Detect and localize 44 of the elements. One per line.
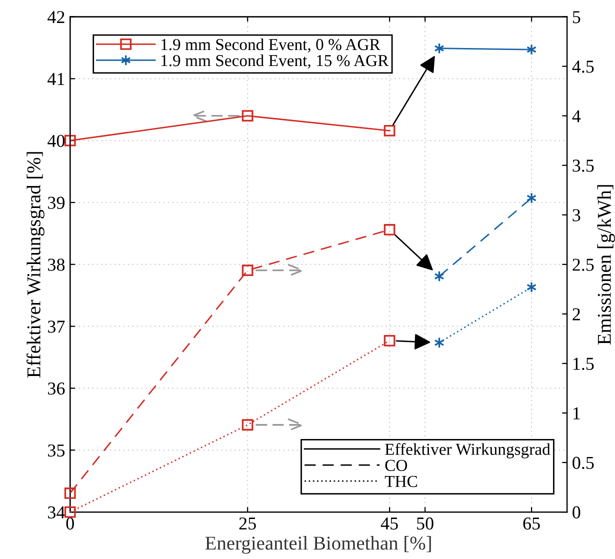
x-tick-label: 45 — [380, 518, 398, 530]
point — [242, 110, 254, 122]
point — [242, 419, 254, 431]
x-tick-label: 25 — [239, 517, 256, 530]
legend-label: Effektiver Wirkungsgrad — [385, 443, 550, 458]
x-tick-label: 65 — [523, 517, 540, 530]
y-tick-label: 34 — [48, 506, 65, 518]
y2-tick-label: 1.5 — [573, 358, 594, 370]
legend-label: 1.9 mm Second Event, 15 % AGR — [161, 54, 389, 69]
legend-label: THC — [384, 476, 417, 488]
x-tick-label: 50 — [417, 517, 434, 530]
y2-tick-label: 5 — [572, 11, 580, 24]
y2-tick-label: 4 — [572, 110, 581, 122]
y2-tick-label: 2 — [572, 308, 580, 320]
y-tick-label: 35 — [48, 444, 65, 457]
y-tick-label: 39 — [48, 196, 65, 209]
y-axis-title: Effektiver Wirkungsgrad [%] — [26, 152, 44, 378]
y-tick-label: 40 — [48, 134, 65, 148]
x-tick-label: 0 — [66, 517, 74, 530]
point — [384, 334, 396, 346]
y-tick-label: 37 — [48, 320, 65, 333]
legend-label: CO — [385, 460, 408, 472]
y2-tick-label: 4.5 — [572, 60, 594, 73]
y2-tick-label: 0 — [572, 506, 580, 518]
y-tick-label: 36 — [48, 382, 65, 395]
point — [64, 488, 76, 499]
point — [64, 134, 76, 146]
point — [526, 192, 537, 204]
point — [384, 124, 396, 136]
y-tick-label: 42 — [48, 11, 64, 24]
point — [526, 44, 537, 56]
y2-tick-label: 1 — [573, 407, 580, 420]
x-axis-title: Energieanteil Biomethan [%] — [205, 536, 431, 554]
legend-label: 1.9 mm Second Event, 0 % AGR — [161, 38, 380, 53]
y2-tick-label: 3.5 — [572, 160, 594, 172]
y2-tick-label: 0.5 — [572, 456, 594, 470]
y2-tick-label: 3 — [572, 209, 580, 222]
point — [64, 506, 76, 518]
y-tick-label: 41 — [48, 73, 64, 85]
point — [384, 224, 396, 236]
point — [242, 264, 254, 276]
y2-tick-label: 2.5 — [572, 258, 594, 271]
y2-axis-title: Emissionen [g/kWh] — [597, 185, 615, 345]
y-tick-label: 38 — [48, 258, 65, 271]
